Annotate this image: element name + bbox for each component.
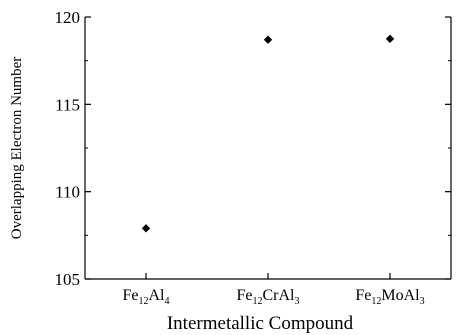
- y-axis-title: Overlapping Electron Number: [9, 57, 25, 239]
- x-axis-ticks: Fe12Al4 Fe12CrAl3 Fe12MoAl3: [123, 273, 425, 307]
- x-axis-title: Intermetallic Compound: [167, 313, 354, 334]
- data-point: [141, 224, 151, 233]
- y-axis-ticks: 105 110 115 120: [55, 8, 451, 289]
- y-tick-label: 120: [55, 8, 81, 27]
- x-tick-label: Fe12MoAl3: [355, 287, 424, 307]
- data-point: [385, 34, 395, 44]
- y-tick-label: 105: [55, 270, 81, 289]
- x-tick-label: Fe12Al4: [123, 287, 170, 307]
- y-tick-label: 110: [55, 183, 80, 202]
- x-tick-label: Fe12CrAl3: [237, 287, 300, 307]
- axes: [84, 17, 452, 280]
- data-points: [141, 34, 395, 233]
- data-point: [263, 35, 273, 44]
- y-tick-label: 115: [55, 95, 80, 114]
